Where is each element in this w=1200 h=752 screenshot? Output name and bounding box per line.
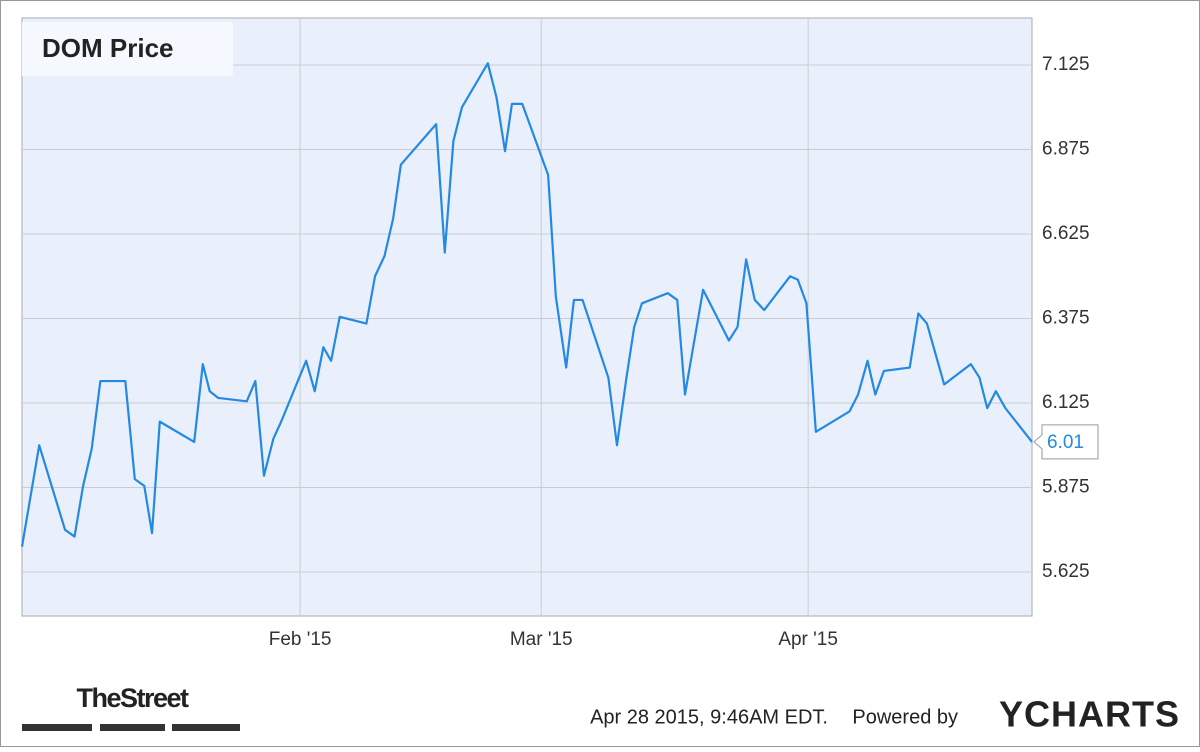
y-tick-label: 5.625 [1042,561,1090,582]
y-tick-label: 5.875 [1042,477,1090,498]
logo-bar [172,724,240,731]
last-value-box [1033,424,1099,460]
title-box [22,22,233,76]
logo-bar [22,724,92,731]
last-value-label: 6.01 [1047,432,1084,453]
brand-logo: YCHARTS [999,694,1180,735]
price-line [20,62,1033,547]
x-tick-label: Mar '15 [510,629,573,650]
powered-by: Powered by [852,706,958,728]
logo-bar [100,724,165,731]
chart-title: DOM Price [42,33,174,63]
y-tick-label: 7.125 [1042,54,1090,75]
x-tick-label: Feb '15 [269,629,332,650]
timestamp: Apr 28 2015, 9:46AM EDT. [590,706,828,728]
source-logo: TheStreet [76,683,189,713]
y-tick-label: 6.125 [1042,392,1090,413]
y-tick-label: 6.875 [1042,139,1090,160]
labels: 5.625 5.875 6.125 6.375 6.625 6.875 7.125 Feb '… [269,54,1099,650]
x-tick-label: Apr '15 [778,629,838,650]
plot-area [21,17,1033,617]
y-tick-label: 6.375 [1042,308,1090,329]
series [20,62,1033,547]
y-tick-label: 6.625 [1042,223,1090,244]
